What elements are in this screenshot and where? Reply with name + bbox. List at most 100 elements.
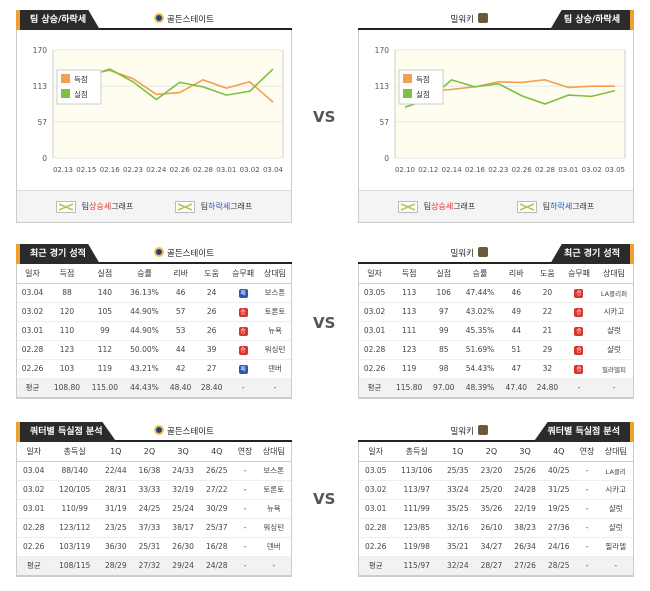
table-cell: 47 xyxy=(500,359,532,379)
column-header: 실점 xyxy=(428,264,460,284)
average-row: 평균 115/97 32/24 28/27 27/26 28/25- - xyxy=(359,556,633,576)
quarter-table-right: 일자 총득실 1Q 2Q 3Q 4Q 연장 상대팀 03.05 113/106 25/35 23/20… xyxy=(359,442,633,576)
win-badge: 승 xyxy=(574,364,584,374)
table-row: 02.28 123/112 23/25 37/33 38/17 25/37- 워싱턴 xyxy=(17,518,291,538)
table-cell: 22/19 xyxy=(508,499,542,519)
column-header: 도움 xyxy=(531,264,563,284)
table-cell: 31/25 xyxy=(541,480,576,500)
table-cell: 113 xyxy=(390,302,429,322)
column-header: 총득실 xyxy=(392,442,441,462)
table-cell: 필라델피 xyxy=(595,359,633,379)
table-cell: 덴버 xyxy=(256,537,291,557)
table-cell: 덴버 xyxy=(259,359,291,379)
table-cell: 37/33 xyxy=(132,518,167,538)
table-cell: 보스톤 xyxy=(259,283,291,303)
date-cell: 03.04 xyxy=(17,461,51,481)
table-cell: 승 xyxy=(562,302,595,322)
column-header: 리바 xyxy=(500,264,532,284)
quarter-title: 쿼터별 득실점 분석 xyxy=(16,422,117,442)
quarter-table-left: 일자 총득실 1Q 2Q 3Q 4Q 연장 상대팀 03.04 88/140 22/44 16/38 2… xyxy=(17,442,291,576)
legend-label: 실점 xyxy=(416,89,430,99)
legend-down-graph[interactable]: 팀 하락세 그래프 xyxy=(516,200,594,213)
table-cell: 26/25 xyxy=(199,461,234,481)
bucks-logo-icon xyxy=(478,13,488,23)
table-cell: 44.90% xyxy=(123,302,166,322)
column-header: 2Q xyxy=(474,442,509,462)
column-header: 일자 xyxy=(359,442,393,462)
table-cell: - xyxy=(575,537,599,557)
y-tick-label: 57 xyxy=(379,118,389,127)
table-cell: 승 xyxy=(227,302,260,322)
table-row: 03.01 111/99 35/25 35/26 22/19 19/25- 샬럿 xyxy=(359,499,633,519)
table-cell: 16/28 xyxy=(199,537,234,557)
table-row: 03.01 110 99 44.90% 53 26 승 뉴욕 xyxy=(17,321,291,341)
table-cell: 샬럿 xyxy=(595,321,633,341)
column-header: 연장 xyxy=(233,442,257,462)
table-row: 03.02 113 97 43.02% 49 22 승 시카고 xyxy=(359,302,633,322)
bucks-logo-icon xyxy=(478,425,488,435)
column-header: 총득실 xyxy=(50,442,99,462)
column-header: 2Q xyxy=(132,442,167,462)
table-row: 02.26 119/98 35/21 34/27 26/34 24/16- 필라델 xyxy=(359,537,633,557)
table-cell: 120/105 xyxy=(50,480,99,500)
down-graph-icon xyxy=(516,200,537,213)
table-cell: 30/29 xyxy=(199,499,234,519)
column-header: 득점 xyxy=(390,264,429,284)
quarter-panel-left: 쿼터별 득실점 분석 골든스테이트 일자 총득실 1Q 2Q 3Q 4Q 연장 상대팀 03.0… xyxy=(16,422,292,577)
legend-up-graph[interactable]: 팀 상승세 그래프 xyxy=(55,200,133,213)
x-tick-label: 02.14 xyxy=(442,166,463,174)
table-cell: 48.40 xyxy=(165,378,197,398)
table-cell: 27 xyxy=(196,359,228,379)
team-name-left: 골든스테이트 xyxy=(154,10,214,30)
loss-badge: 패 xyxy=(238,364,248,374)
table-cell: 승 xyxy=(562,321,595,341)
table-cell: 필라델 xyxy=(598,537,633,557)
team-name-right: 밀워키 xyxy=(451,422,488,442)
table-cell: 29/24 xyxy=(166,556,200,576)
table-cell: 36.13% xyxy=(123,283,166,303)
table-row: 02.28 123/85 32/16 26/10 38/23 27/36- 샬럿 xyxy=(359,518,633,538)
table-row: 03.02 113/97 33/24 25/20 24/28 31/25- 시카고 xyxy=(359,480,633,500)
table-cell: 28/25 xyxy=(541,556,576,576)
table-cell: 36/30 xyxy=(98,537,133,557)
warriors-logo-icon xyxy=(154,13,164,23)
column-header: 상대팀 xyxy=(259,264,291,284)
table-cell: 110 xyxy=(48,321,86,341)
table-cell: - xyxy=(562,378,595,398)
table-cell: 28.40 xyxy=(196,378,228,398)
column-header: 1Q xyxy=(440,442,475,462)
table-cell: - xyxy=(233,480,257,500)
legend-label: 득점 xyxy=(74,74,88,84)
x-tick-label: 02.24 xyxy=(146,166,167,174)
up-graph-icon xyxy=(55,200,76,213)
table-cell: 110/99 xyxy=(50,499,99,519)
legend-down-graph[interactable]: 팀 하락세 그래프 xyxy=(174,200,252,213)
table-cell: 44 xyxy=(165,340,197,360)
table-cell: 33/33 xyxy=(132,480,167,500)
quarter-panel-right: 밀워키 쿼터별 득실점 분석 일자 총득실 1Q 2Q 3Q 4Q 연장 상대팀 03.05 11… xyxy=(358,422,634,577)
table-cell: 워싱턴 xyxy=(259,340,291,360)
table-cell: 32/19 xyxy=(166,480,200,500)
column-header: 승률 xyxy=(459,264,501,284)
y-tick-label: 113 xyxy=(375,82,390,91)
table-cell: 27/26 xyxy=(508,556,542,576)
table-row: 02.28 123 112 50.00% 44 39 승 워싱턴 xyxy=(17,340,291,360)
table-cell: 24/28 xyxy=(199,556,234,576)
table-cell: 113/106 xyxy=(392,461,441,481)
legend-swatch xyxy=(61,89,70,98)
table-cell: 26 xyxy=(196,302,228,322)
table-cell: 119 xyxy=(85,359,124,379)
table-cell: - xyxy=(575,480,599,500)
team-name-left: 골든스테이트 xyxy=(154,244,214,264)
table-cell: 34/27 xyxy=(474,537,509,557)
table-cell: 24 xyxy=(196,283,228,303)
table-cell: 85 xyxy=(428,340,460,360)
table-row: 02.26 103 119 43.21% 42 27 패 덴버 xyxy=(17,359,291,379)
table-cell: 샬럿 xyxy=(598,518,633,538)
table-cell: 25/26 xyxy=(508,461,542,481)
table-cell: 패 xyxy=(227,283,260,303)
legend-up-graph[interactable]: 팀 상승세 그래프 xyxy=(397,200,475,213)
table-row: 03.05 113 106 47.44% 46 20 승 LA클리퍼 xyxy=(359,283,633,303)
x-tick-label: 02.23 xyxy=(488,166,508,174)
